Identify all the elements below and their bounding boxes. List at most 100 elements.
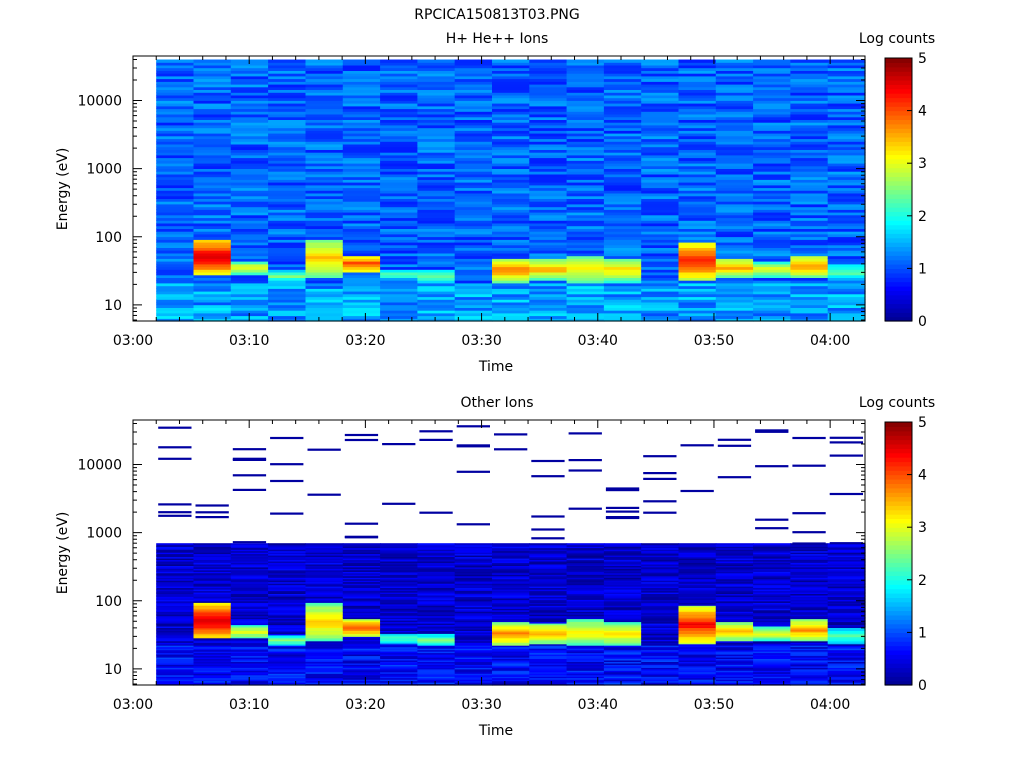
spectrogram-cell bbox=[380, 173, 418, 178]
spectrogram-cell bbox=[641, 584, 680, 587]
spectrogram-cell bbox=[641, 176, 680, 180]
spectrogram-cell bbox=[417, 133, 456, 137]
spectrogram-cell bbox=[492, 67, 530, 71]
spectrogram-cell bbox=[715, 157, 754, 161]
spectrogram-cell bbox=[268, 280, 306, 284]
spectrogram-cell bbox=[790, 648, 829, 651]
spectrogram-cell bbox=[492, 291, 530, 295]
spectrogram-cell bbox=[641, 589, 680, 592]
spectrogram-cell bbox=[193, 141, 232, 145]
spectrogram-cell bbox=[417, 157, 456, 161]
spectrogram-cell bbox=[566, 92, 605, 96]
spectrogram-cell bbox=[603, 620, 642, 623]
spectrogram-cell bbox=[342, 182, 381, 186]
spectrogram-cell bbox=[715, 154, 754, 159]
spectrogram-cell bbox=[156, 73, 195, 77]
spectrogram-cell bbox=[603, 547, 642, 550]
spectrogram-cell bbox=[305, 141, 344, 145]
spectrogram-cell bbox=[492, 555, 530, 558]
spectrogram-cell bbox=[641, 231, 680, 235]
spectrogram-cell bbox=[193, 609, 232, 612]
spectrogram-cell bbox=[342, 661, 381, 664]
spectrogram-cell bbox=[790, 651, 829, 654]
spectrogram-cell bbox=[342, 577, 381, 580]
spectrogram-cell bbox=[753, 667, 791, 670]
spectrogram-cell bbox=[268, 591, 306, 594]
spectrogram-cell bbox=[529, 628, 568, 631]
spectrogram-cell bbox=[156, 86, 195, 90]
spectrogram-cell bbox=[603, 559, 642, 562]
spectrogram-cell bbox=[193, 236, 232, 240]
spectrogram-cell bbox=[827, 168, 866, 172]
spectrogram-cell bbox=[156, 296, 195, 300]
colorbar-segment bbox=[885, 443, 912, 449]
spectrogram-cell bbox=[380, 288, 418, 292]
spectrogram-cell bbox=[790, 560, 829, 563]
spectrogram-cell bbox=[492, 609, 530, 612]
spectrogram-cell bbox=[156, 242, 195, 246]
spectrogram-cell bbox=[566, 621, 605, 624]
spectrogram-cell bbox=[790, 580, 829, 583]
spectrogram-cell bbox=[603, 556, 642, 559]
spectrogram-cell bbox=[753, 173, 791, 178]
spectrogram-cell bbox=[790, 547, 829, 550]
spectrogram-cell bbox=[156, 611, 195, 614]
spectrogram-cell bbox=[156, 154, 195, 159]
spectrogram-cell bbox=[566, 597, 605, 600]
spectrogram-cell bbox=[827, 544, 866, 547]
spectrogram-cell bbox=[827, 682, 866, 685]
spectrogram-cell bbox=[529, 130, 568, 134]
spectrogram-cell bbox=[753, 633, 791, 636]
spectrogram-cell bbox=[790, 546, 829, 549]
spectrogram-cell bbox=[193, 637, 232, 640]
spectrogram-cell bbox=[529, 627, 568, 630]
spectrogram-cell bbox=[753, 318, 791, 322]
spectrogram-cell bbox=[753, 209, 791, 213]
spectrogram-cell bbox=[827, 228, 866, 232]
spectrogram-cell bbox=[492, 596, 530, 599]
spectrogram-cell bbox=[827, 665, 866, 668]
spectrogram-cell bbox=[753, 100, 791, 104]
colorbar-segment bbox=[885, 636, 912, 642]
spectrogram-cell bbox=[566, 62, 605, 66]
spectrogram-cell bbox=[603, 250, 642, 254]
spectrogram-cell bbox=[566, 606, 605, 609]
spectrogram-cell bbox=[678, 176, 717, 180]
spectrogram-cell bbox=[193, 116, 232, 120]
spectrogram-cell bbox=[156, 586, 195, 589]
spectrogram-cell bbox=[305, 550, 344, 553]
spectrogram-cell bbox=[492, 560, 530, 563]
spectrogram-cell bbox=[156, 160, 195, 164]
spectrogram-cell bbox=[454, 661, 493, 664]
spectrogram-cell bbox=[641, 628, 680, 631]
spectrogram-cell bbox=[492, 73, 530, 77]
spectrogram-cell bbox=[454, 152, 493, 156]
colorbar-tick-label: 3 bbox=[918, 156, 927, 172]
spectrogram-cell bbox=[380, 135, 418, 140]
spectrogram-cell bbox=[715, 116, 754, 120]
spectrogram-cell bbox=[156, 127, 195, 131]
spectrogram-cells bbox=[156, 425, 866, 686]
spectrogram-cell bbox=[380, 160, 418, 164]
spectrogram-cell bbox=[230, 163, 269, 167]
spectrogram-cell bbox=[678, 575, 717, 578]
spectrogram-cell bbox=[342, 73, 381, 77]
spectrogram-cell bbox=[380, 572, 418, 575]
spectrogram-cell bbox=[305, 258, 344, 262]
spectrogram-cell bbox=[417, 282, 456, 287]
spectrogram-cell bbox=[603, 633, 642, 636]
spectrogram-cell bbox=[417, 124, 456, 129]
spectrogram-cell bbox=[454, 84, 493, 88]
spectrogram-cell bbox=[753, 680, 791, 683]
spectrogram-cell bbox=[715, 89, 754, 93]
spectrogram-cell bbox=[678, 586, 717, 589]
spectrogram-cell bbox=[417, 105, 456, 110]
spectrogram-cell bbox=[380, 665, 418, 668]
spectrogram-cell bbox=[305, 310, 344, 314]
spectrogram-cell bbox=[342, 568, 381, 571]
spectrogram-cell bbox=[156, 651, 195, 654]
spectrogram-cell bbox=[827, 114, 866, 118]
spectrogram-cell bbox=[193, 212, 232, 216]
spectrogram-cell bbox=[454, 141, 493, 145]
spectrogram-cell bbox=[193, 680, 232, 683]
